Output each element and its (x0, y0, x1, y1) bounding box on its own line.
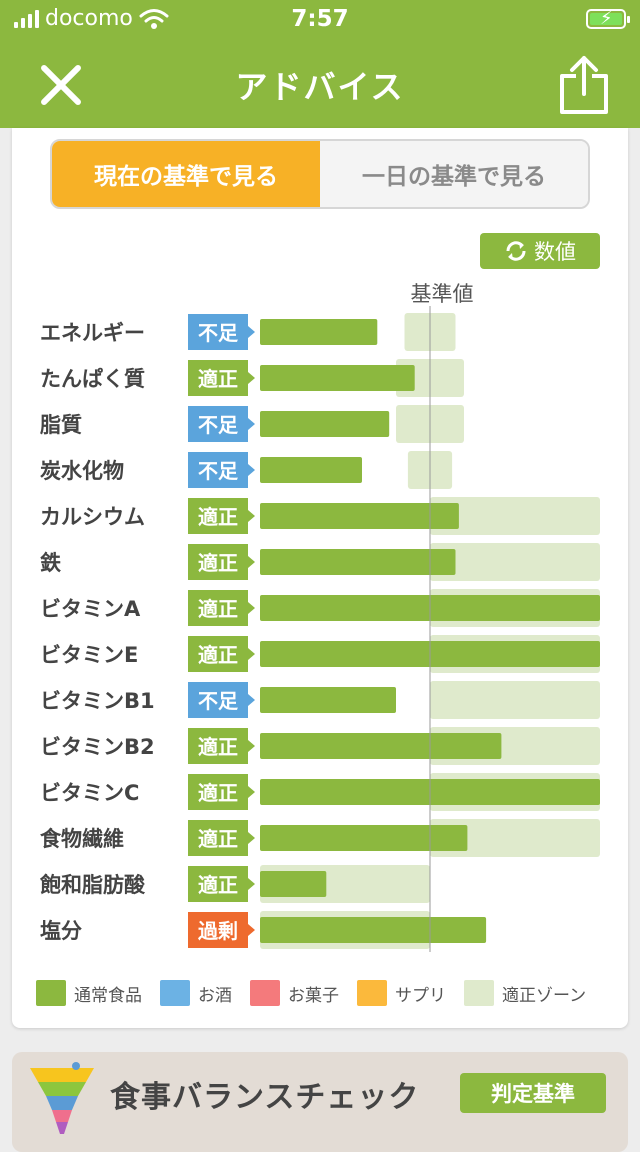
nutrient-label: 食物繊維 (40, 827, 124, 851)
legend-item: 適正ゾーン (464, 980, 586, 1006)
legend-swatch (250, 980, 280, 1006)
status-badge (188, 314, 255, 350)
battery-charging-icon: ⚡ (586, 8, 630, 29)
adequate-zone (430, 543, 600, 581)
status-badge (188, 912, 255, 948)
standard-toggle: 現在の基準で見る 一日の基準で見る (50, 139, 590, 209)
status-badge-label: 適正 (198, 873, 238, 897)
nutrient-label: ビタミンC (40, 781, 139, 805)
status-badge (188, 498, 255, 534)
adequate-zone (430, 681, 600, 719)
status-bar: docomo 7:57 ⚡ (0, 0, 640, 40)
nutrient-label: 鉄 (40, 551, 61, 575)
page-title: アドバイス (235, 68, 405, 106)
wifi-icon (139, 8, 169, 29)
nutrient-bar (260, 503, 459, 529)
status-badge (188, 866, 255, 902)
share-icon[interactable] (556, 54, 612, 116)
nutrient-label: ビタミンE (40, 643, 138, 667)
legend-label: サプリ (395, 985, 446, 1006)
status-badge (188, 636, 255, 672)
nutrient-label: ビタミンA (40, 597, 141, 621)
legend-label: お酒 (198, 985, 232, 1006)
legend-item: サプリ (357, 980, 446, 1006)
nutrient-label: 塩分 (40, 919, 82, 943)
status-badge-label: 適正 (198, 735, 238, 759)
refresh-icon (506, 241, 526, 261)
advice-card: 現在の基準で見る 一日の基準で見る 数値 基準値 エネルギー 不足 たんぱく質 適正脂… (12, 128, 628, 1028)
nutrient-label: エネルギー (40, 321, 145, 345)
tab-daily-standard[interactable]: 一日の基準で見る (320, 141, 588, 207)
nutrient-bar (260, 319, 378, 345)
status-badge-label: 不足 (198, 413, 239, 437)
nutrient-bar (260, 825, 468, 851)
legend-label: 適正ゾーン (502, 985, 587, 1006)
nutrient-bar (260, 549, 456, 575)
status-badge-label: 適正 (198, 643, 238, 667)
status-badge (188, 728, 255, 764)
nutrient-label: 飽和脂肪酸 (39, 873, 146, 897)
nutrient-label: 炭水化物 (40, 459, 124, 483)
nutrient-label: カルシウム (40, 505, 145, 529)
adequate-zone (430, 497, 600, 535)
balance-check-title: 食事バランスチェック (110, 1080, 420, 1115)
nutrient-bar (260, 917, 487, 943)
status-time: 7:57 (291, 6, 349, 32)
nutrient-label: 脂質 (40, 413, 82, 437)
legend-swatch (357, 980, 387, 1006)
status-badge-label: 不足 (198, 321, 239, 345)
judgement-criteria-button[interactable]: 判定基準 (460, 1073, 606, 1113)
legend-item: お酒 (160, 980, 232, 1006)
nutrient-label: ビタミンB2 (40, 735, 155, 759)
status-badge (188, 544, 255, 580)
value-toggle-label: 数値 (534, 240, 576, 264)
nutrient-bar (260, 733, 502, 759)
legend-item: お菓子 (250, 980, 339, 1006)
legend-swatch (36, 980, 66, 1006)
adequate-zone (430, 819, 600, 857)
status-badge-label: 適正 (198, 827, 238, 851)
chart-legend: 通常食品 お酒 お菓子 サプリ 適正ゾーン (36, 980, 604, 1006)
tab-current-standard[interactable]: 現在の基準で見る (52, 141, 320, 207)
status-badge (188, 590, 255, 626)
nutrient-label: たんぱく質 (40, 367, 145, 391)
status-badge (188, 682, 255, 718)
nutrient-bar (260, 687, 396, 713)
status-badge-label: 適正 (198, 367, 238, 391)
legend-label: お菓子 (288, 985, 339, 1006)
status-badge (188, 360, 255, 396)
nutrient-bar (260, 365, 415, 391)
carrier-name: docomo (45, 6, 133, 31)
legend-label: 通常食品 (74, 985, 142, 1006)
legend-swatch (464, 980, 494, 1006)
status-badge (188, 820, 255, 856)
status-badge-label: 適正 (198, 781, 238, 805)
legend-item: 通常食品 (36, 980, 142, 1006)
status-badge-label: 適正 (198, 597, 238, 621)
nutrient-bar (260, 457, 362, 483)
nav-bar: アドバイス (0, 40, 640, 128)
carrier: docomo (14, 6, 169, 31)
signal-icon (14, 9, 39, 28)
status-badge-label: 適正 (198, 551, 238, 575)
status-badge (188, 452, 255, 488)
status-badge-label: 過剰 (198, 919, 238, 943)
status-badge (188, 406, 255, 442)
balance-check-card[interactable]: 食事バランスチェック 判定基準 (12, 1052, 628, 1152)
nutrient-bar (260, 871, 327, 897)
value-toggle-button[interactable]: 数値 (480, 233, 600, 269)
status-badge (188, 774, 255, 810)
legend-swatch (160, 980, 190, 1006)
standard-value-label: 基準値 (410, 282, 474, 306)
food-balance-funnel-icon (30, 1062, 94, 1134)
nutrient-label: ビタミンB1 (40, 689, 155, 713)
status-badge-label: 不足 (198, 459, 239, 483)
status-badge-label: 不足 (198, 689, 239, 713)
nutrient-bar (260, 411, 390, 437)
status-badge-label: 適正 (198, 505, 238, 529)
